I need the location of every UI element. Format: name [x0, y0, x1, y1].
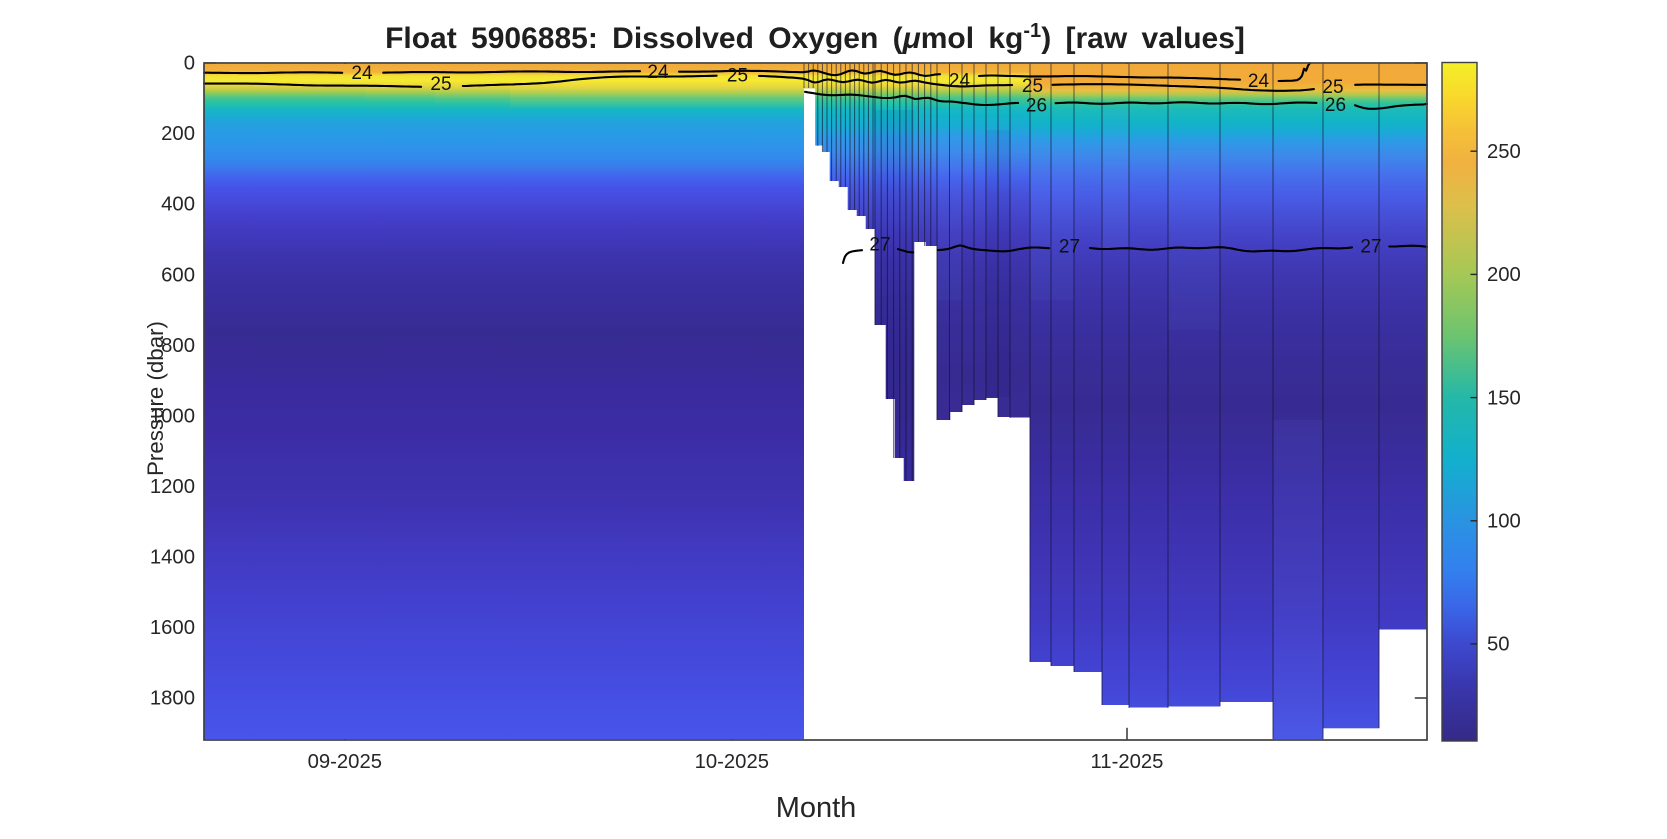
svg-text:Pressure (dbar): Pressure (dbar) — [143, 321, 168, 476]
svg-text:100: 100 — [1487, 511, 1521, 533]
svg-text:09-2025: 09-2025 — [308, 751, 382, 773]
svg-text:24: 24 — [949, 70, 971, 91]
svg-text:24: 24 — [647, 62, 669, 83]
svg-text:24: 24 — [1248, 71, 1270, 92]
svg-text:200: 200 — [161, 123, 195, 145]
svg-text:600: 600 — [161, 264, 195, 286]
svg-text:25: 25 — [430, 74, 451, 95]
svg-text:Month: Month — [776, 792, 857, 824]
svg-text:27: 27 — [1360, 237, 1381, 258]
svg-text:1200: 1200 — [150, 476, 195, 498]
svg-text:150: 150 — [1487, 387, 1521, 409]
svg-text:50: 50 — [1487, 634, 1510, 656]
svg-text:1600: 1600 — [150, 617, 195, 639]
svg-text:25: 25 — [727, 66, 748, 87]
svg-text:Float 5906885: Dissolved Oxyge: Float 5906885: Dissolved Oxygen (μmol kg… — [385, 20, 1245, 55]
svg-text:25: 25 — [1322, 77, 1343, 98]
svg-text:24: 24 — [351, 63, 373, 84]
svg-text:1000: 1000 — [150, 405, 195, 427]
svg-text:0: 0 — [184, 53, 195, 75]
svg-text:1800: 1800 — [150, 688, 195, 710]
svg-text:400: 400 — [161, 194, 195, 216]
svg-text:800: 800 — [161, 335, 195, 357]
svg-text:25: 25 — [1022, 76, 1043, 97]
svg-text:200: 200 — [1487, 264, 1521, 286]
svg-text:1400: 1400 — [150, 547, 195, 569]
svg-text:250: 250 — [1487, 141, 1521, 163]
svg-text:27: 27 — [869, 234, 890, 255]
svg-text:27: 27 — [1059, 237, 1080, 258]
svg-text:10-2025: 10-2025 — [695, 751, 769, 773]
svg-text:26: 26 — [1325, 95, 1346, 116]
svg-text:11-2025: 11-2025 — [1091, 751, 1164, 773]
svg-text:26: 26 — [1026, 95, 1047, 116]
